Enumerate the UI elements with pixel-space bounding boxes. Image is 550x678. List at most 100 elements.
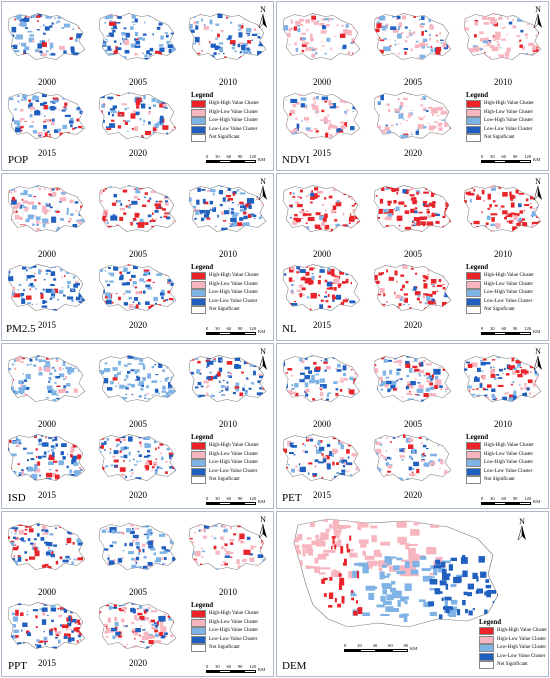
map-nl-2005 bbox=[373, 185, 452, 232]
legend-swatch bbox=[466, 117, 481, 126]
scale-unit: KM bbox=[258, 157, 266, 162]
legend: Legend High-High Value Cluster High-Low Va… bbox=[191, 601, 259, 653]
legend-item: High-High Value Cluster bbox=[191, 442, 259, 451]
north-label: N bbox=[519, 517, 525, 526]
legend: Legend High-High Value Cluster High-Low Va… bbox=[191, 433, 259, 485]
legend-swatch bbox=[466, 459, 481, 468]
legend-label: High-High Value Cluster bbox=[209, 443, 259, 448]
scale-tick: 30 bbox=[490, 154, 495, 159]
legend-swatch bbox=[191, 627, 206, 636]
scale-bar bbox=[344, 649, 408, 652]
legend-swatch bbox=[191, 100, 206, 109]
map-nl-2020 bbox=[373, 264, 452, 311]
map-pop-2015 bbox=[7, 92, 86, 139]
scale-bar-group: 0 30 60 90 120 bbox=[481, 154, 531, 163]
year-label-2020: 2020 bbox=[404, 490, 422, 500]
legend-item: High-Low Value Cluster bbox=[466, 280, 534, 290]
year-label-2000: 2000 bbox=[38, 249, 56, 259]
legend-item: Low-High Value Cluster bbox=[479, 644, 547, 653]
legend-label: Low-Low Value Cluster bbox=[209, 298, 258, 304]
legend-label: High-High Value Cluster bbox=[497, 628, 547, 633]
legend-item: High-High Value Cluster bbox=[191, 272, 259, 281]
legend-swatch bbox=[191, 289, 206, 298]
map-ppt-2005 bbox=[98, 523, 177, 570]
legend-title: Legend bbox=[466, 263, 489, 271]
legend-swatch bbox=[191, 476, 206, 485]
legend-item: Low-Low Value Cluster bbox=[191, 125, 259, 135]
scale-bar-group: 0 30 60 90 120 bbox=[481, 496, 531, 505]
map-pop-2000 bbox=[7, 13, 86, 60]
legend-swatch bbox=[191, 618, 206, 627]
legend-label: Not Significant bbox=[209, 307, 240, 312]
legend-label: High-High Value Cluster bbox=[484, 273, 534, 278]
scale-tick: 60 bbox=[226, 496, 232, 501]
scale-bar-group: 0 30 60 90 120 bbox=[481, 326, 531, 335]
year-label-2010: 2010 bbox=[219, 419, 237, 429]
year-label-2000: 2000 bbox=[38, 419, 56, 429]
legend-label: Low-Low Value Cluster bbox=[209, 636, 258, 642]
legend-swatch bbox=[466, 442, 481, 451]
map-pet-2000 bbox=[282, 355, 361, 402]
map-ppt-2010 bbox=[188, 523, 267, 570]
map-ppt-2020 bbox=[98, 602, 177, 649]
legend-swatch bbox=[466, 100, 481, 109]
legend: Legend High-High Value Cluster High-Low Va… bbox=[191, 263, 259, 315]
map-isd-2020 bbox=[98, 434, 177, 481]
legend-item: Not Significant bbox=[191, 306, 259, 315]
north-label: N bbox=[535, 177, 541, 186]
year-label-2000: 2000 bbox=[313, 419, 331, 429]
year-label-2000: 2000 bbox=[38, 587, 56, 597]
legend-swatch bbox=[466, 125, 481, 134]
legend-label: High-High Value Cluster bbox=[484, 101, 534, 106]
scale-bar bbox=[481, 332, 531, 335]
scale-tick: 30 bbox=[215, 326, 220, 331]
legend-item: High-Low Value Cluster bbox=[479, 635, 547, 645]
map-ppt-2015 bbox=[7, 602, 86, 649]
legend: Legend High-High Value Cluster High-Low Va… bbox=[191, 91, 259, 143]
legend-label: Low-High Value Cluster bbox=[484, 460, 534, 465]
variable-label-ndvi: NDVI bbox=[282, 154, 310, 166]
scale-unit: KM bbox=[533, 329, 541, 334]
legend-item: Low-Low Value Cluster bbox=[466, 467, 534, 477]
legend-item: Not Significant bbox=[466, 306, 534, 315]
year-label-2005: 2005 bbox=[404, 249, 422, 259]
year-label-2005: 2005 bbox=[129, 587, 147, 597]
legend-item: High-Low Value Cluster bbox=[191, 450, 259, 460]
legend-swatch bbox=[191, 280, 206, 289]
north-arrow: N bbox=[531, 177, 545, 200]
year-label-2005: 2005 bbox=[129, 419, 147, 429]
map-ndvi-2015 bbox=[282, 92, 361, 139]
year-label-2010: 2010 bbox=[494, 419, 512, 429]
year-label-2005: 2005 bbox=[129, 249, 147, 259]
north-arrow: N bbox=[531, 5, 545, 28]
legend-label: Low-High Value Cluster bbox=[209, 628, 259, 633]
map-isd-2000 bbox=[7, 355, 86, 402]
legend-label: Not Significant bbox=[209, 645, 240, 650]
legend-swatch bbox=[191, 467, 206, 476]
scale-bar bbox=[206, 670, 256, 673]
legend-swatch bbox=[466, 467, 481, 476]
scale-bar-group: 0 30 60 90 120 bbox=[206, 496, 256, 505]
variable-label-isd: ISD bbox=[8, 492, 26, 504]
legend-label: High-Low Value Cluster bbox=[497, 636, 547, 642]
year-label-2020: 2020 bbox=[404, 148, 422, 158]
year-label-2010: 2010 bbox=[219, 587, 237, 597]
scale-bar-group: 0 30 60 90 120 bbox=[206, 154, 256, 163]
scale-tick: 0 bbox=[206, 326, 209, 331]
legend-swatch bbox=[191, 459, 206, 468]
map-pm25-2015 bbox=[7, 264, 86, 311]
map-pm25-2000 bbox=[7, 185, 86, 232]
legend-item: Not Significant bbox=[466, 134, 534, 143]
legend-label: Low-High Value Cluster bbox=[209, 460, 259, 465]
scale-tick: 60 bbox=[501, 496, 507, 501]
scale-tick: 90 bbox=[512, 496, 518, 501]
legend-item: High-High Value Cluster bbox=[479, 627, 547, 636]
legend-swatch bbox=[466, 134, 481, 143]
legend-swatch bbox=[466, 476, 481, 485]
legend-swatch bbox=[191, 644, 206, 653]
legend-item: High-Low Value Cluster bbox=[191, 618, 259, 628]
legend-label: Not Significant bbox=[497, 662, 528, 667]
scale-unit: KM bbox=[258, 667, 266, 672]
scale-tick: 90 bbox=[237, 154, 243, 159]
scale-tick: 30 bbox=[215, 496, 220, 501]
